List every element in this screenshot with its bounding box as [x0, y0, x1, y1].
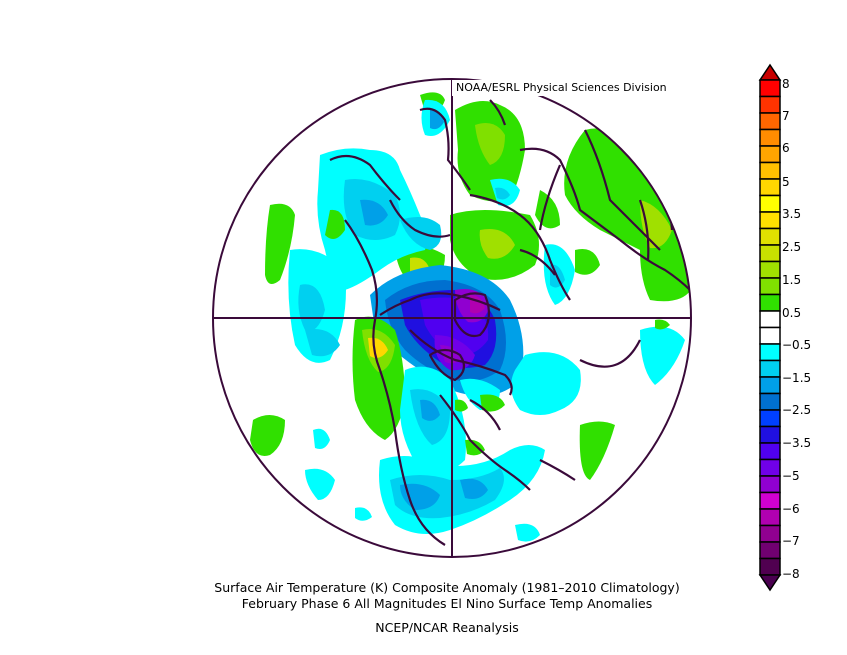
colorbar-box — [759, 458, 781, 477]
caption-title: Surface Air Temperature (K) Composite An… — [214, 580, 680, 595]
colorbar-box — [759, 359, 781, 378]
colorbar-label: 5 — [782, 175, 790, 189]
colorbar-box — [759, 409, 781, 428]
coastlines — [329, 99, 691, 546]
colorbar-box — [759, 524, 781, 543]
colorbar-label: −5 — [782, 469, 800, 483]
colorbar-label: 2.5 — [782, 240, 802, 254]
colorbar-box — [759, 79, 781, 98]
colorbar-label: −2.5 — [782, 403, 812, 417]
colorbar-bottom-arrow — [758, 574, 782, 592]
colorbar-box — [759, 343, 781, 362]
colorbar-box — [759, 211, 781, 230]
colorbar-box — [759, 178, 781, 197]
caption-source: NCEP/NCAR Reanalysis — [375, 620, 519, 635]
colorbar-box — [759, 376, 781, 395]
colorbar-label: −8 — [782, 567, 800, 581]
caption-subtitle: February Phase 6 All Magnitudes El Nino … — [241, 596, 653, 611]
colorbar-box — [759, 491, 781, 510]
colorbar-boxes — [759, 79, 781, 576]
colorbar-box — [759, 541, 781, 560]
colorbar — [758, 63, 782, 592]
colorbar-label: −3.5 — [782, 436, 812, 450]
colorbar-box — [759, 227, 781, 246]
colorbar-box — [759, 508, 781, 527]
colorbar-box — [759, 260, 781, 279]
colorbar-box — [759, 293, 781, 312]
colorbar-box — [759, 475, 781, 494]
colorbar-label: 7 — [782, 109, 790, 123]
colorbar-label: 0.5 — [782, 306, 802, 320]
colorbar-box — [759, 112, 781, 131]
colorbar-box — [759, 442, 781, 461]
colorbar-box — [759, 128, 781, 147]
colorbar-box — [759, 392, 781, 411]
colorbar-label: −6 — [782, 502, 800, 516]
colorbar-box — [759, 425, 781, 444]
colorbar-box — [759, 244, 781, 263]
colorbar-box — [759, 277, 781, 296]
colorbar-label: −1.5 — [782, 371, 812, 385]
credit-label: NOAA/ESRL Physical Sciences Division — [452, 80, 671, 96]
map-frame — [212, 78, 692, 558]
cold-pacific-siberia — [265, 148, 442, 363]
colorbar-label: 8 — [782, 77, 790, 91]
colorbar-label: 6 — [782, 141, 790, 155]
colorbar-label: 3.5 — [782, 207, 802, 221]
colorbar-label: −7 — [782, 534, 800, 548]
colorbar-box — [759, 161, 781, 180]
colorbar-box — [759, 326, 781, 345]
colorbar-box — [759, 95, 781, 114]
colorbar-box — [759, 145, 781, 164]
colorbar-label: 1.5 — [782, 273, 802, 287]
colorbar-top-arrow — [758, 63, 782, 81]
colorbar-box — [759, 194, 781, 213]
pacific-patches — [250, 415, 372, 521]
atlantic-anomalies — [511, 319, 685, 542]
colorbar-box — [759, 557, 781, 576]
colorbar-label: −0.5 — [782, 338, 812, 352]
colorbar-box — [759, 310, 781, 329]
